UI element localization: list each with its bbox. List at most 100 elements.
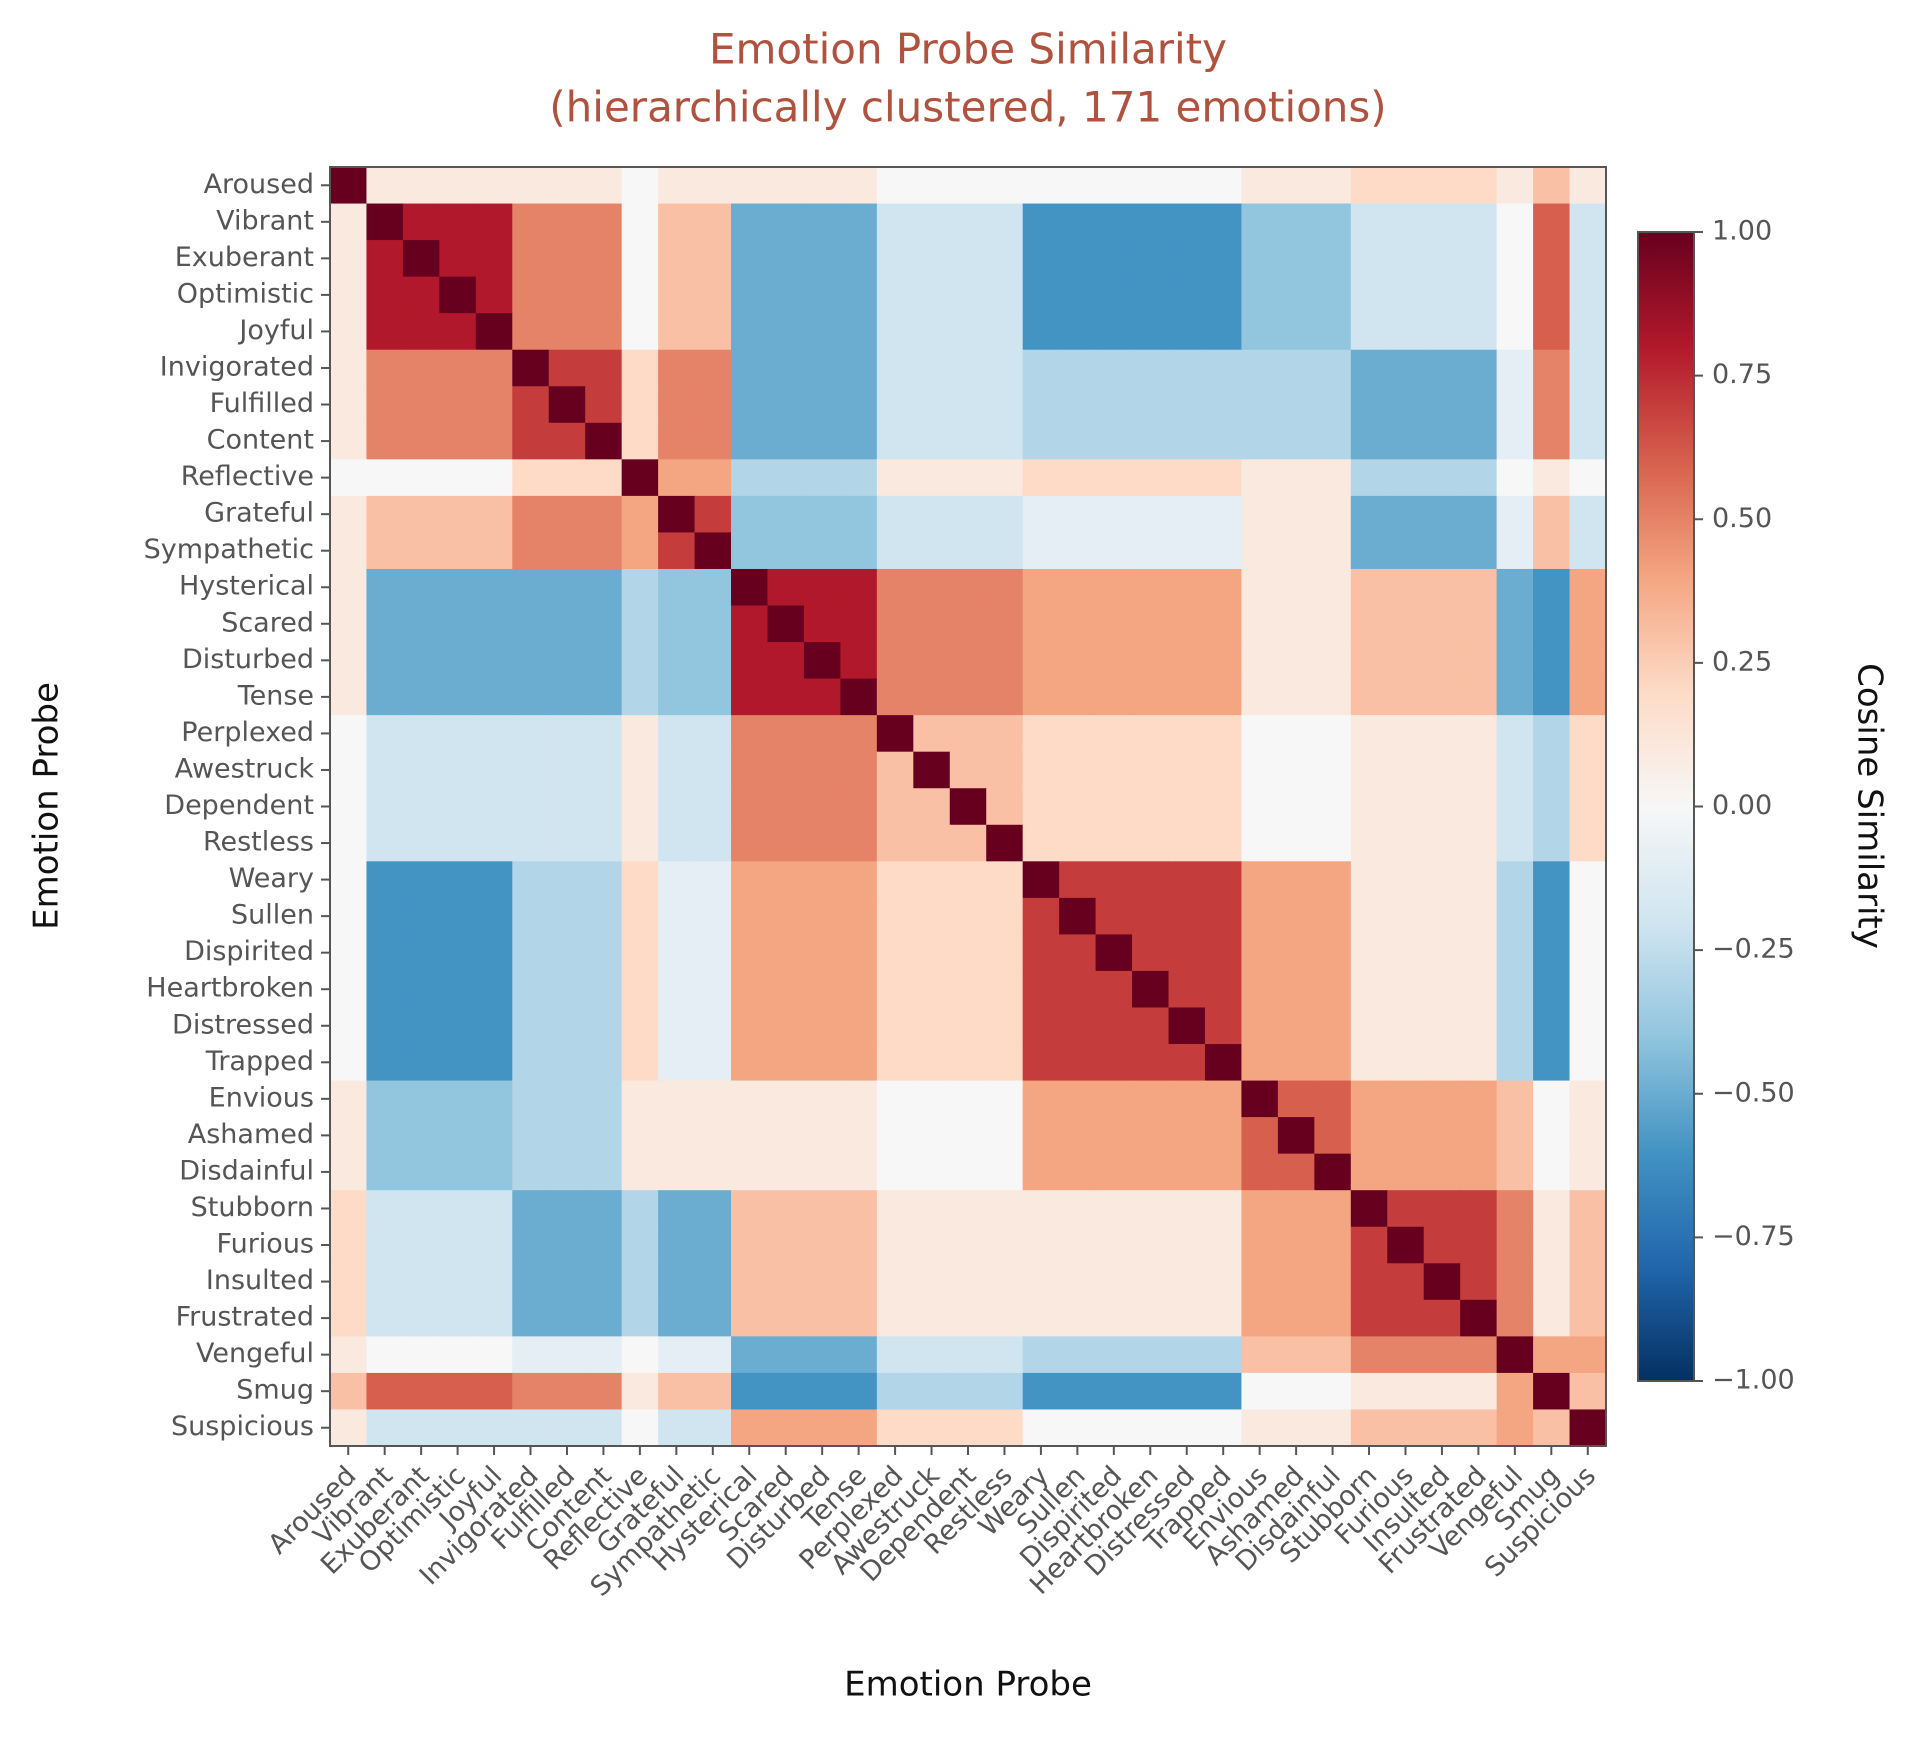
heatmap-cell — [1387, 495, 1425, 534]
heatmap-cell — [1241, 1336, 1279, 1374]
heatmap-cell — [949, 1336, 987, 1374]
heatmap-cell — [1277, 459, 1315, 497]
y-tick-label: Smug — [236, 1375, 314, 1406]
heatmap-cell — [1569, 715, 1607, 753]
heatmap-cell — [366, 349, 404, 387]
heatmap-cell — [621, 897, 659, 935]
heatmap-cell — [1314, 678, 1352, 716]
heatmap-cell — [1132, 824, 1170, 862]
heatmap-cell — [1277, 1117, 1315, 1155]
heatmap-cell — [767, 788, 805, 826]
heatmap-cell — [876, 897, 914, 935]
heatmap-cell — [548, 459, 586, 497]
heatmap-cell — [949, 1299, 987, 1337]
heatmap-cell — [1132, 167, 1170, 205]
heatmap-cell — [1533, 605, 1571, 643]
heatmap-cell — [1496, 1080, 1534, 1118]
heatmap-cell — [1277, 386, 1315, 424]
heatmap-cell — [1496, 1409, 1534, 1447]
heatmap-cell — [330, 824, 368, 862]
heatmap-cell — [548, 495, 586, 534]
heatmap-cell — [621, 715, 659, 753]
heatmap-cell — [585, 605, 623, 643]
y-tick-label: Furious — [217, 1229, 314, 1260]
heatmap-cell — [1569, 1299, 1607, 1337]
heatmap-cell — [1533, 1372, 1571, 1411]
heatmap-cell — [986, 605, 1024, 643]
heatmap-cell — [1022, 349, 1060, 387]
heatmap-cell — [1241, 861, 1279, 899]
heatmap-cell — [1059, 1409, 1097, 1447]
heatmap-cell — [913, 715, 951, 753]
heatmap-cell — [512, 788, 550, 826]
heatmap-cell — [1387, 203, 1425, 241]
x-axis-label: Emotion Probe — [844, 1665, 1092, 1705]
heatmap-cell — [1168, 276, 1206, 314]
heatmap-cell — [986, 1044, 1024, 1082]
heatmap-cell — [402, 1080, 440, 1118]
heatmap-cell — [986, 1153, 1024, 1191]
colorbar-tick-label: 0.75 — [1712, 359, 1772, 390]
y-tick-label: Optimistic — [177, 278, 314, 309]
heatmap-cell — [1569, 386, 1607, 424]
heatmap-cell — [1423, 1080, 1461, 1118]
heatmap-cell — [913, 1080, 951, 1118]
heatmap-cell — [330, 495, 368, 534]
heatmap-cell — [1569, 788, 1607, 826]
heatmap-cell — [1533, 313, 1571, 351]
heatmap-cell — [512, 495, 550, 534]
heatmap-cell — [1314, 1007, 1352, 1045]
heatmap-cell — [840, 422, 878, 460]
heatmap-cell — [1204, 1226, 1243, 1264]
heatmap-cell — [840, 678, 878, 716]
heatmap-cell — [840, 1044, 878, 1082]
heatmap-cell — [1569, 824, 1607, 862]
heatmap-cell — [475, 897, 513, 935]
colorbar-tick-label: 0.50 — [1712, 503, 1772, 534]
heatmap-cell — [1204, 1080, 1243, 1118]
heatmap-cell — [621, 605, 659, 643]
heatmap-cell — [330, 678, 368, 716]
heatmap-cell — [366, 1336, 404, 1374]
heatmap-cell — [1241, 203, 1279, 241]
heatmap-cell — [1569, 240, 1607, 278]
heatmap-cell — [1168, 788, 1206, 826]
heatmap-cell — [1241, 1080, 1279, 1118]
heatmap-cell — [585, 897, 623, 935]
y-tick-label: Ashamed — [188, 1119, 314, 1150]
heatmap-cell — [658, 642, 696, 680]
heatmap-cell — [731, 1044, 769, 1082]
heatmap-cell — [1132, 1299, 1170, 1337]
heatmap-cell — [1423, 1044, 1461, 1082]
y-tick-label: Insulted — [206, 1265, 314, 1296]
heatmap-cell — [658, 568, 696, 607]
heatmap-cell — [767, 276, 805, 314]
heatmap-cell — [1314, 276, 1352, 314]
heatmap-cell — [475, 1007, 513, 1045]
heatmap-cell — [1022, 970, 1060, 1009]
heatmap-cell — [548, 1263, 586, 1301]
heatmap-cell — [1095, 788, 1133, 826]
heatmap-cell — [439, 1226, 477, 1264]
heatmap-cell — [1423, 715, 1461, 753]
heatmap-cell — [1350, 276, 1388, 314]
heatmap-cell — [1460, 1409, 1498, 1447]
heatmap-cell — [949, 167, 987, 205]
heatmap-cell — [439, 1409, 477, 1447]
heatmap-cell — [330, 1007, 368, 1045]
heatmap-cell — [512, 642, 550, 680]
heatmap-cell — [1387, 642, 1425, 680]
heatmap-cell — [402, 678, 440, 716]
colorbar-tick-label: 0.25 — [1712, 646, 1772, 677]
heatmap-cell — [439, 970, 477, 1009]
heatmap-cell — [402, 532, 440, 570]
heatmap-cell — [512, 605, 550, 643]
heatmap-cell — [1533, 642, 1571, 680]
heatmap-cell — [1496, 788, 1534, 826]
heatmap-cell — [1350, 459, 1388, 497]
heatmap-cell — [1350, 1117, 1388, 1155]
heatmap-cell — [366, 422, 404, 460]
heatmap-cell — [1095, 1299, 1133, 1337]
heatmap-cell — [1132, 203, 1170, 241]
heatmap-cell — [1059, 861, 1097, 899]
